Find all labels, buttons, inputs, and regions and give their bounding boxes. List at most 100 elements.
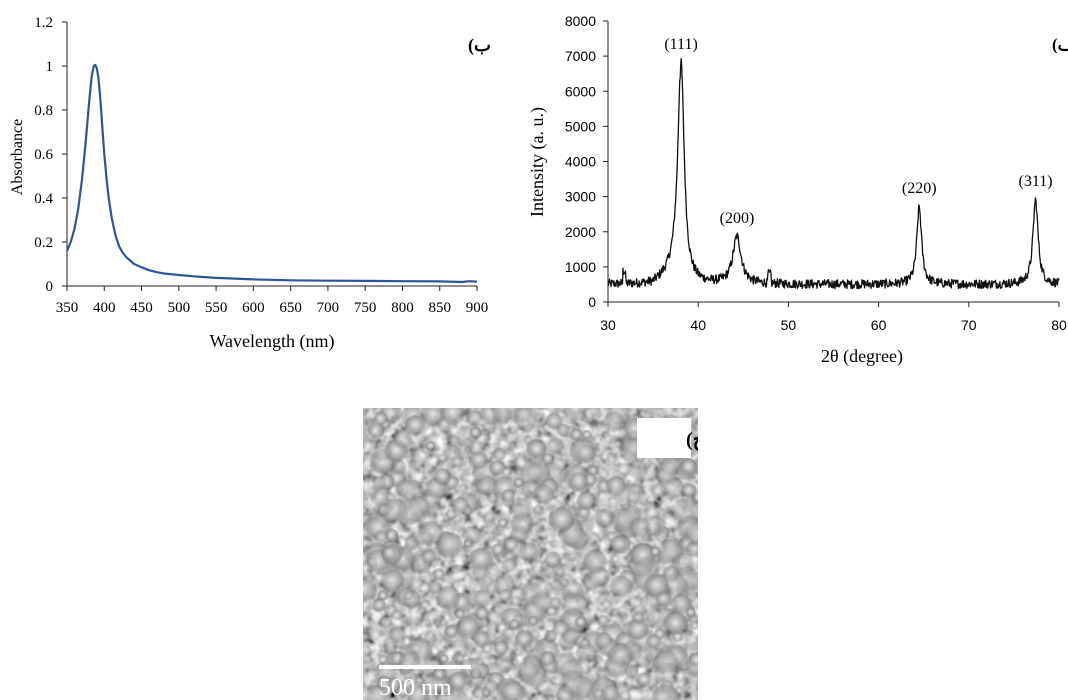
xrd-peak-labels: (111) (200) (220) (311) bbox=[664, 36, 1052, 227]
uv-panel-label: ب) bbox=[468, 35, 491, 56]
sem-particle bbox=[659, 455, 682, 478]
xrd-y-tick-labels: 0 1000 2000 3000 4000 5000 6000 7000 8000 bbox=[565, 13, 596, 310]
sem-particle bbox=[607, 642, 633, 669]
sem-particle bbox=[688, 652, 698, 668]
sem-particle bbox=[388, 626, 407, 644]
xrd-x-tick-label: 50 bbox=[781, 317, 797, 333]
sem-particle bbox=[632, 611, 646, 625]
sem-particle bbox=[683, 520, 698, 548]
sem-particle bbox=[585, 684, 608, 700]
xrd-y-tick-label: 1000 bbox=[565, 259, 596, 275]
sem-particle bbox=[634, 556, 661, 583]
sem-particle bbox=[556, 423, 571, 438]
xrd-peak-label: (220) bbox=[902, 180, 937, 197]
sem-particle bbox=[546, 437, 565, 456]
sem-particle bbox=[425, 440, 436, 452]
sem-particle bbox=[609, 535, 627, 554]
sem-particle bbox=[645, 634, 662, 650]
xrd-x-tick-label: 70 bbox=[961, 317, 977, 333]
xrd-y-tick-label: 8000 bbox=[565, 13, 596, 29]
uv-x-tick-label: 450 bbox=[130, 300, 153, 316]
sem-particle bbox=[379, 568, 405, 594]
sem-particle bbox=[605, 452, 618, 464]
sem-particle bbox=[366, 556, 378, 568]
xrd-x-tick-label: 80 bbox=[1051, 317, 1067, 333]
sem-particle bbox=[462, 525, 483, 546]
sem-particle bbox=[451, 514, 463, 525]
sem-particle bbox=[670, 593, 692, 615]
sem-particle bbox=[689, 620, 698, 631]
sem-particle bbox=[532, 504, 544, 517]
sem-particle bbox=[626, 459, 648, 481]
sem-particle bbox=[438, 653, 450, 665]
sem-particle bbox=[371, 475, 387, 492]
uv-y-tick-label: 0.4 bbox=[34, 191, 53, 207]
uv-x-tick-label: 350 bbox=[56, 300, 79, 316]
sem-particle bbox=[432, 568, 446, 582]
sem-particle bbox=[636, 672, 652, 689]
uv-vis-chart: 350 400 450 500 550 600 650 700 750 800 850 900 0 0.… bbox=[9, 15, 491, 352]
sem-particle bbox=[503, 537, 519, 553]
sem-particle bbox=[685, 607, 697, 618]
sem-particle bbox=[532, 483, 555, 506]
sem-particle bbox=[396, 498, 425, 526]
uv-axes bbox=[62, 21, 478, 291]
xrd-y-tick-label: 0 bbox=[588, 294, 596, 310]
uv-x-tick-label: 750 bbox=[354, 300, 377, 316]
sem-particle bbox=[548, 506, 575, 534]
sem-scale-bar-label: 500 nm bbox=[379, 675, 452, 700]
sem-particle bbox=[468, 440, 485, 457]
sem-particle bbox=[367, 422, 385, 440]
sem-particle bbox=[376, 675, 392, 692]
sem-particle bbox=[419, 673, 445, 699]
uv-y-tick-label: 0.6 bbox=[34, 147, 53, 163]
sem-particle bbox=[569, 428, 584, 442]
sem-particle bbox=[576, 491, 597, 512]
xrd-panel-label: الف) bbox=[1052, 35, 1068, 54]
sem-particle bbox=[468, 547, 494, 572]
xrd-y-tick-label: 2000 bbox=[565, 224, 596, 240]
sem-particle bbox=[474, 606, 490, 622]
sem-particle bbox=[447, 671, 468, 692]
sem-particle bbox=[444, 624, 459, 640]
sem-particle bbox=[390, 459, 407, 475]
sem-particle bbox=[574, 616, 587, 629]
sem-particle bbox=[420, 549, 437, 566]
sem-particle bbox=[492, 640, 509, 657]
sem-particle bbox=[397, 650, 422, 675]
sem-particle bbox=[519, 461, 544, 486]
sem-label-box bbox=[637, 418, 691, 458]
uv-x-tick-label: 650 bbox=[279, 300, 302, 316]
sem-particle bbox=[516, 660, 539, 684]
sem-image: ج) 500 nm bbox=[363, 408, 698, 700]
xrd-x-tick-labels: 30 40 50 60 70 80 bbox=[600, 317, 1067, 333]
sem-particle bbox=[372, 443, 392, 463]
xrd-chart: 30 40 50 60 70 80 0 1000 2000 3000 4000 5000 6000 70… bbox=[527, 13, 1068, 367]
sem-particle bbox=[390, 609, 403, 622]
sem-particle bbox=[404, 415, 426, 437]
sem-particle bbox=[469, 426, 482, 440]
sem-particle bbox=[605, 476, 626, 498]
sem-particle bbox=[680, 483, 697, 499]
sem-particle bbox=[404, 536, 420, 551]
sem-particle bbox=[603, 411, 626, 434]
sem-particle bbox=[466, 657, 487, 678]
sem-particle bbox=[497, 517, 509, 529]
xrd-y-tick-label: 5000 bbox=[565, 118, 596, 134]
uv-x-tick-label: 700 bbox=[317, 300, 340, 316]
xrd-y-axis-label: Intensity (a. u.) bbox=[527, 107, 548, 217]
sem-particle bbox=[576, 444, 596, 464]
sem-particle bbox=[501, 489, 516, 504]
sem-particle bbox=[508, 619, 520, 631]
sem-particle bbox=[435, 531, 463, 559]
sem-particle bbox=[393, 429, 413, 450]
sem-particle bbox=[670, 497, 698, 526]
xrd-y-tick-label: 7000 bbox=[565, 48, 596, 64]
sem-particle bbox=[403, 590, 415, 602]
sem-particle bbox=[544, 551, 562, 570]
uv-y-tick-label: 0.8 bbox=[34, 103, 53, 119]
uv-x-tick-label: 800 bbox=[391, 300, 414, 316]
xrd-x-tick-label: 60 bbox=[871, 317, 887, 333]
sem-particle bbox=[618, 689, 632, 700]
sem-particle bbox=[452, 652, 466, 665]
